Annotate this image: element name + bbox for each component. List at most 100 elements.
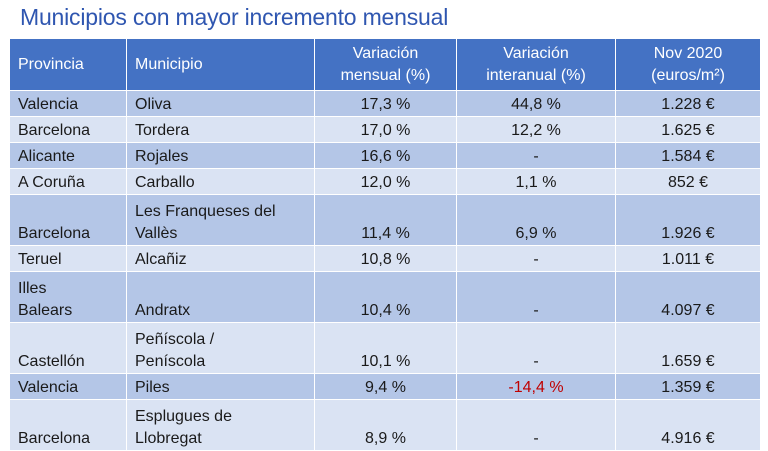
table-body: Valencia Oliva 17,3 % 44,8 % 1.228 € Barcelon… — [9, 90, 761, 451]
cell-provincia: Illes Balears — [9, 271, 127, 323]
cell-precio: 4.097 € — [615, 271, 761, 323]
cell-precio: 4.916 € — [615, 399, 761, 451]
header-variacion-mensual-line1: Variación — [352, 45, 419, 62]
cell-precio: 1.659 € — [615, 322, 761, 374]
cell-variacion-mensual: 8,9 % — [314, 399, 457, 451]
cell-variacion-mensual-text: 8,9 % — [365, 430, 406, 447]
cell-provincia-text: Balears — [18, 302, 73, 319]
header-variacion-interanual-line1: Variación — [503, 45, 569, 62]
cell-variacion-interanual-text: - — [533, 302, 539, 319]
table-header-row: Provincia Municipio Variación mensual (%… — [9, 38, 761, 91]
cell-provincia: Barcelona — [9, 194, 127, 246]
header-variacion-mensual: Variación mensual (%) — [314, 38, 457, 91]
table-row: Alicante Rojales 16,6 % - 1.584 € — [9, 142, 761, 169]
cell-variacion-mensual-text: 17,3 % — [360, 96, 411, 113]
cell-variacion-interanual: 1,1 % — [456, 168, 616, 195]
cell-variacion-mensual: 17,3 % — [314, 90, 457, 117]
cell-precio: 1.011 € — [615, 245, 761, 272]
cell-precio-text: 852 € — [667, 174, 709, 191]
header-municipio: Municipio — [126, 38, 315, 91]
municipios-table: Provincia Municipio Variación mensual (%… — [9, 38, 761, 451]
cell-precio-text: 1.011 € — [661, 251, 715, 268]
cell-precio: 1.228 € — [615, 90, 761, 117]
cell-municipio-text: Peñíscola / — [135, 331, 215, 348]
cell-precio: 1.584 € — [615, 142, 761, 169]
table-row: Valencia Piles 9,4 % -14,4 % 1.359 € — [9, 373, 761, 400]
cell-precio-text: 1.926 € — [661, 225, 715, 242]
cell-municipio: Carballo — [126, 168, 315, 195]
header-variacion-interanual-line2: interanual (%) — [486, 67, 586, 84]
header-provincia: Provincia — [9, 38, 127, 91]
cell-provincia: Valencia — [9, 373, 127, 400]
cell-municipio-text: Vallès — [135, 225, 178, 242]
cell-precio-text: 1.625 € — [661, 122, 715, 139]
cell-municipio-text: Carballo — [135, 174, 195, 191]
cell-variacion-mensual: 16,6 % — [314, 142, 457, 169]
cell-provincia: Alicante — [9, 142, 127, 169]
cell-provincia: Barcelona — [9, 116, 127, 143]
cell-precio-text: 1.228 € — [661, 96, 715, 113]
cell-provincia: Teruel — [9, 245, 127, 272]
cell-municipio: Les Franqueses del Vallès — [126, 194, 315, 246]
cell-variacion-interanual-text: 6,9 % — [515, 225, 557, 242]
cell-variacion-mensual-text: 12,0 % — [360, 174, 411, 191]
cell-municipio: Oliva — [126, 90, 315, 117]
table-row: Valencia Oliva 17,3 % 44,8 % 1.228 € — [9, 90, 761, 117]
header-variacion-interanual: Variación interanual (%) — [456, 38, 616, 91]
cell-municipio: Peñíscola / Peníscola — [126, 322, 315, 374]
cell-provincia: Castellón — [9, 322, 127, 374]
cell-precio-text: 4.916 € — [661, 430, 715, 447]
header-precio-line2: (euros/m²) — [651, 67, 725, 84]
table-row: A Coruña Carballo 12,0 % 1,1 % 852 € — [9, 168, 761, 195]
table-row: Barcelona Esplugues de Llobregat 8,9 % - 4.91… — [9, 399, 761, 451]
cell-variacion-interanual: 44,8 % — [456, 90, 616, 117]
cell-municipio: Esplugues de Llobregat — [126, 399, 315, 451]
cell-municipio-text: Andratx — [135, 302, 191, 319]
cell-variacion-interanual-text: - — [533, 430, 539, 447]
cell-variacion-interanual-text: 44,8 % — [511, 96, 561, 113]
cell-variacion-mensual-text: 9,4 % — [365, 379, 406, 396]
cell-provincia-text: Castellón — [18, 353, 85, 370]
cell-municipio-text: Peníscola — [135, 353, 206, 370]
cell-variacion-interanual: 12,2 % — [456, 116, 616, 143]
cell-municipio: Tordera — [126, 116, 315, 143]
cell-municipio: Piles — [126, 373, 315, 400]
cell-variacion-interanual-text: - — [533, 353, 539, 370]
header-variacion-mensual-line2: mensual (%) — [340, 67, 431, 84]
cell-provincia-text: A Coruña — [18, 174, 85, 191]
cell-municipio-text: Piles — [135, 379, 170, 396]
cell-variacion-mensual-text: 11,4 % — [361, 225, 410, 242]
cell-variacion-interanual-text: 12,2 % — [511, 122, 561, 139]
header-precio-line1: Nov 2020 — [653, 45, 723, 62]
table-row: Teruel Alcañiz 10,8 % - 1.011 € — [9, 245, 761, 272]
cell-variacion-mensual: 10,8 % — [314, 245, 457, 272]
cell-provincia-text: Valencia — [18, 379, 79, 396]
cell-precio-text: 1.659 € — [661, 353, 715, 370]
cell-variacion-mensual: 11,4 % — [314, 194, 457, 246]
cell-variacion-mensual: 12,0 % — [314, 168, 457, 195]
cell-municipio-text: Les Franqueses del — [135, 203, 276, 220]
cell-variacion-mensual: 10,1 % — [314, 322, 457, 374]
cell-provincia: Valencia — [9, 90, 127, 117]
cell-municipio-text: Alcañiz — [135, 251, 187, 268]
cell-precio-text: 1.584 € — [661, 148, 715, 165]
cell-provincia-text: Valencia — [18, 96, 79, 113]
cell-municipio-text: Llobregat — [135, 430, 202, 447]
cell-provincia: A Coruña — [9, 168, 127, 195]
cell-variacion-interanual-text: - — [533, 251, 539, 268]
cell-precio-text: 4.097 € — [661, 302, 715, 319]
cell-variacion-interanual-text: 1,1 % — [515, 174, 557, 191]
cell-municipio-text: Rojales — [135, 148, 189, 165]
cell-municipio-text: Oliva — [135, 96, 172, 113]
cell-provincia-text: Teruel — [18, 251, 62, 268]
cell-variacion-interanual: - — [456, 322, 616, 374]
cell-precio: 1.625 € — [615, 116, 761, 143]
cell-variacion-mensual-text: 10,1 % — [360, 353, 411, 370]
cell-variacion-mensual-text: 16,6 % — [360, 148, 411, 165]
header-provincia-line: Provincia — [18, 56, 84, 73]
table-row: Barcelona Les Franqueses del Vallès 11,4 % 6… — [9, 194, 761, 246]
table-row: Castellón Peñíscola / Peníscola 10,1 % - 1.65… — [9, 322, 761, 374]
cell-precio-text: 1.359 € — [661, 379, 715, 396]
cell-provincia: Barcelona — [9, 399, 127, 451]
cell-variacion-mensual-text: 10,4 % — [360, 302, 411, 319]
